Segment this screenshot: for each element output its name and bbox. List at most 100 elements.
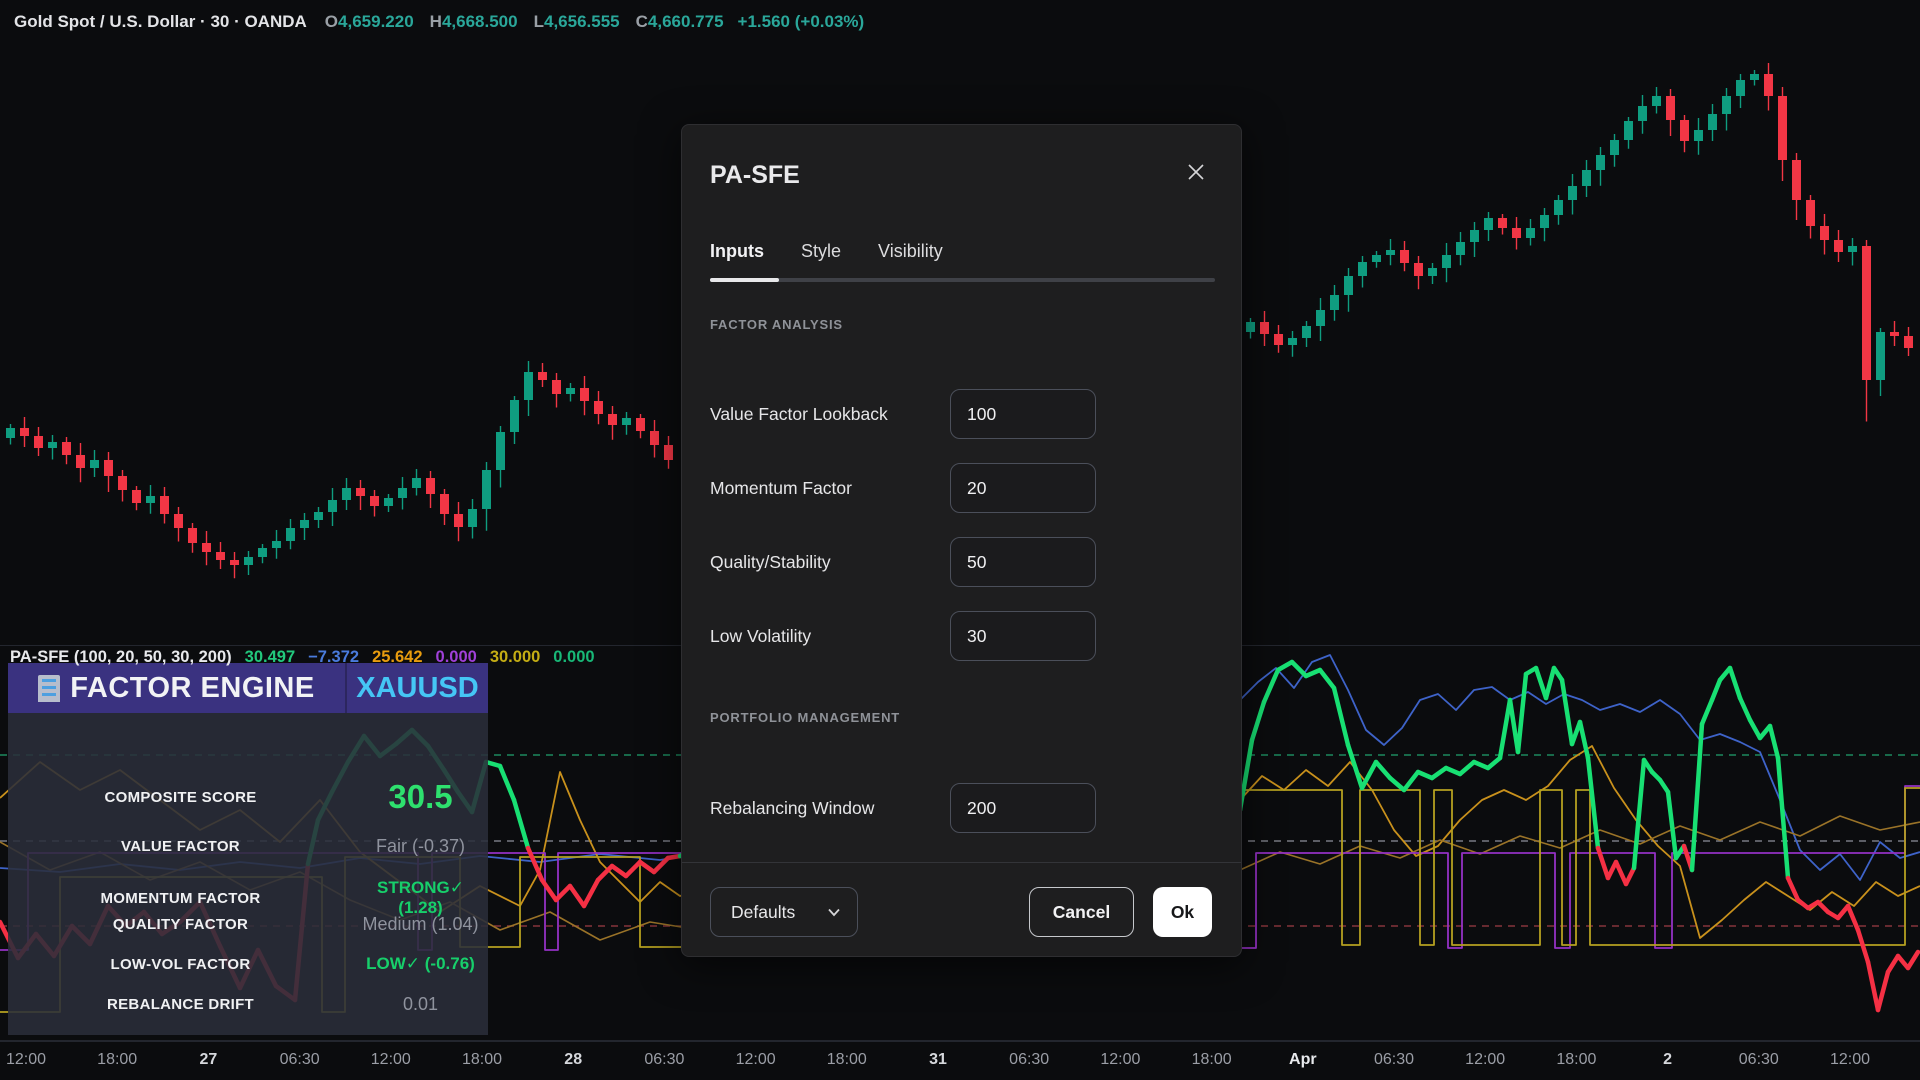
open-label: O bbox=[324, 12, 339, 31]
time-axis-label: 06:30 bbox=[279, 1051, 320, 1068]
time-axis-label: 18:00 bbox=[461, 1051, 503, 1068]
field-label: Rebalancing Window bbox=[710, 797, 875, 818]
field-row: Momentum Factor bbox=[710, 463, 1096, 513]
time-axis-label: 12:00 bbox=[1100, 1051, 1141, 1068]
time-axis-label: 06:30 bbox=[1373, 1051, 1415, 1068]
indicator-legend: PA-SFE (100, 20, 50, 30, 200) 30.497 −7.3… bbox=[10, 648, 595, 667]
section-header-portfolio-management: PORTFOLIO MANAGEMENT bbox=[710, 710, 901, 725]
field-label: Quality/Stability bbox=[710, 551, 831, 572]
factor-row: QUALITY FACTOR Medium (1.04) bbox=[8, 914, 488, 935]
field-row: Low Volatility bbox=[710, 611, 1096, 661]
indicator-legend-value: 0.000 bbox=[553, 648, 595, 666]
time-axis-label: 06:30 bbox=[644, 1051, 685, 1068]
factor-row: LOW-VOL FACTOR LOW✓ (-0.76) bbox=[8, 954, 488, 974]
tab-visibility[interactable]: Visibility bbox=[878, 241, 943, 261]
factor-row: MOMENTUM FACTOR STRONG✓ (1.28) bbox=[8, 878, 488, 918]
time-axis-label: 12:00 bbox=[5, 1051, 47, 1068]
factor-row-value: LOW✓ (-0.76) bbox=[366, 954, 475, 973]
time-axis-label: 18:00 bbox=[1191, 1051, 1232, 1068]
field-label: Value Factor Lookback bbox=[710, 403, 888, 424]
factor-row-label: REBALANCE DRIFT bbox=[107, 996, 254, 1013]
factor-engine-panel: FACTOR ENGINE XAUUSD COMPOSITE SCORE 30.5… bbox=[8, 663, 488, 1056]
time-axis-label: 18:00 bbox=[826, 1051, 867, 1068]
time-axis-label: Apr bbox=[1289, 1051, 1317, 1068]
factor-row-label: QUALITY FACTOR bbox=[112, 916, 249, 933]
value-factor-lookback-input[interactable] bbox=[950, 389, 1096, 439]
factor-row-value: Medium (1.04) bbox=[362, 914, 479, 934]
low-value: 4,656.555 bbox=[543, 12, 620, 31]
building-icon bbox=[38, 674, 61, 702]
factor-row-value: 30.5 bbox=[388, 778, 453, 815]
price-chart[interactable] bbox=[0, 0, 1920, 646]
time-axis-label: 27 bbox=[199, 1051, 218, 1068]
close-value: 4,660.775 bbox=[647, 12, 724, 31]
field-row: Value Factor Lookback bbox=[710, 389, 1096, 439]
time-axis-label: 12:00 bbox=[735, 1051, 776, 1068]
time-axis-label: 12:00 bbox=[1829, 1051, 1871, 1068]
time-axis-label: 18:00 bbox=[1556, 1051, 1597, 1068]
field-row: Quality/Stability bbox=[710, 537, 1096, 587]
high-value: 4,668.500 bbox=[441, 12, 518, 31]
time-axis-label: 12:00 bbox=[1465, 1051, 1506, 1068]
time-axis-label: 2 bbox=[1663, 1051, 1673, 1068]
section-header-factor-analysis: FACTOR ANALYSIS bbox=[710, 317, 843, 332]
factor-row-value: 0.01 bbox=[402, 994, 439, 1014]
factor-row: COMPOSITE SCORE 30.5 bbox=[8, 778, 488, 816]
field-row: Rebalancing Window bbox=[710, 783, 1096, 833]
time-axis-label: 06:30 bbox=[1738, 1051, 1779, 1068]
cancel-button[interactable]: Cancel bbox=[1029, 887, 1134, 937]
indicator-legend-value: 25.642 bbox=[372, 648, 423, 666]
defaults-button[interactable]: Defaults bbox=[710, 887, 858, 937]
rebalancing-window-input[interactable] bbox=[950, 783, 1096, 833]
symbol-info-bar: Gold Spot / U.S. Dollar · 30 · OANDA O 4,… bbox=[14, 10, 864, 34]
factor-engine-title: FACTOR ENGINE bbox=[70, 671, 315, 704]
indicator-legend-value: 0.000 bbox=[435, 648, 477, 666]
close-label: C bbox=[635, 12, 648, 31]
change-value: +1.560 (+0.03%) bbox=[737, 12, 865, 31]
factor-engine-symbol: XAUUSD bbox=[356, 671, 479, 704]
indicator-legend-title[interactable]: PA-SFE (100, 20, 50, 30, 200) bbox=[10, 648, 232, 666]
field-label: Low Volatility bbox=[710, 625, 812, 646]
factor-row: VALUE FACTOR Fair (-0.37) bbox=[8, 836, 488, 857]
indicator-settings-dialog: PA-SFE Inputs Style Visibility FACTOR ANAL… bbox=[681, 124, 1242, 957]
low-volatility-input[interactable] bbox=[950, 611, 1096, 661]
time-axis-label: 31 bbox=[929, 1051, 947, 1068]
tab-active-indicator bbox=[710, 278, 779, 282]
defaults-label: Defaults bbox=[731, 901, 796, 922]
low-label: L bbox=[533, 12, 544, 31]
factor-row-label: MOMENTUM FACTOR bbox=[100, 889, 261, 907]
time-axis-label: 12:00 bbox=[370, 1051, 411, 1068]
time-axis-label: 06:30 bbox=[1009, 1051, 1050, 1068]
tab-style[interactable]: Style bbox=[801, 241, 842, 261]
symbol-title[interactable]: Gold Spot / U.S. Dollar · 30 · OANDA bbox=[14, 12, 307, 31]
footer-divider bbox=[682, 862, 1241, 863]
factor-row-label: VALUE FACTOR bbox=[121, 838, 240, 855]
factor-engine-body: COMPOSITE SCORE 30.5 VALUE FACTOR Fair (-0.… bbox=[8, 713, 488, 1056]
close-icon[interactable] bbox=[1181, 157, 1211, 187]
ok-button[interactable]: Ok bbox=[1153, 887, 1212, 937]
pane-divider-bottom[interactable] bbox=[0, 1040, 1920, 1041]
time-axis-label: 28 bbox=[564, 1051, 583, 1068]
indicator-legend-value: 30.000 bbox=[489, 648, 541, 666]
factor-row-value: STRONG✓ (1.28) bbox=[377, 878, 464, 917]
factor-analysis-fields: Value Factor Lookback Momentum Factor Qual… bbox=[710, 389, 1096, 685]
factor-row-label: LOW-VOL FACTOR bbox=[110, 955, 251, 973]
time-axis[interactable]: 12:00 18:00 27 06:30 12:00 18:00 28 06:30 12:00 1… bbox=[0, 1041, 1920, 1080]
dialog-title: PA-SFE bbox=[710, 161, 800, 189]
chevron-down-icon bbox=[828, 908, 840, 916]
time-axis-label: 18:00 bbox=[97, 1051, 138, 1068]
tab-inputs[interactable]: Inputs bbox=[710, 241, 764, 261]
portfolio-management-fields: Rebalancing Window bbox=[710, 783, 1096, 857]
open-value: 4,659.220 bbox=[338, 12, 414, 31]
dialog-tabs: Inputs Style Visibility bbox=[710, 241, 943, 262]
factor-row-value: Fair (-0.37) bbox=[375, 836, 465, 856]
field-label: Momentum Factor bbox=[710, 477, 852, 498]
momentum-factor-input[interactable] bbox=[950, 463, 1096, 513]
ohlc-values: O 4,659.220 H 4,668.500 L 4,656.555 C 4,660.… bbox=[325, 12, 724, 32]
factor-row-label: COMPOSITE SCORE bbox=[104, 788, 257, 806]
quality-stability-input[interactable] bbox=[950, 537, 1096, 587]
high-label: H bbox=[429, 12, 442, 31]
factor-row: REBALANCE DRIFT 0.01 bbox=[8, 994, 488, 1015]
indicator-legend-value: −7.372 bbox=[308, 648, 360, 666]
